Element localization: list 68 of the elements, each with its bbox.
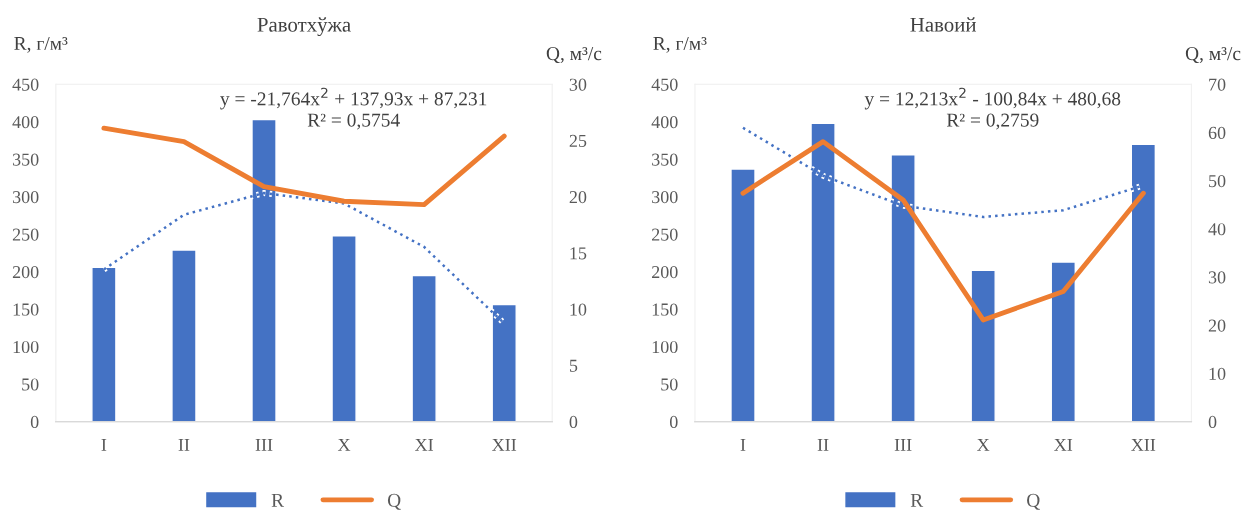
x-tick-label: III — [894, 438, 912, 451]
x-tick-label: XI — [1054, 438, 1073, 451]
y-axis-title: R, г/м³ — [14, 37, 68, 53]
y-tick-label: 50 — [661, 378, 678, 391]
annotation: R² = 0,5754 — [307, 113, 400, 130]
y2-tick-label: 60 — [1208, 126, 1226, 139]
y-tick-label: 450 — [12, 78, 39, 91]
y-tick-label: 0 — [669, 415, 678, 429]
legend-label: Q — [1027, 493, 1040, 510]
x-tick-label: XII — [492, 438, 517, 451]
y-tick-label: 350 — [652, 153, 678, 166]
y-axis-title: R, г/м³ — [653, 37, 707, 53]
y-tick-label: 150 — [13, 303, 39, 316]
bar — [730, 168, 756, 422]
y2-tick-label: 30 — [569, 78, 587, 91]
y2-tick-label: 10 — [570, 303, 587, 316]
bar — [331, 235, 357, 422]
y-tick-label: 100 — [13, 340, 39, 354]
legend-label: R — [271, 493, 285, 507]
y2-tick-label: 20 — [569, 191, 587, 204]
annotation: y = 12,213x$^{2}$ - 100,84x + 480,68 — [864, 87, 1121, 110]
chart-title: Равотхўжа — [257, 17, 351, 37]
y2-tick-label: 5 — [569, 359, 578, 372]
y-tick-label: 300 — [652, 191, 678, 204]
y-tick-label: 100 — [652, 340, 678, 354]
x-tick-label: XII — [1131, 438, 1156, 451]
bar — [171, 249, 197, 422]
x-tick-label: II — [817, 438, 829, 451]
y-tick-label: 200 — [652, 265, 678, 279]
line-series — [740, 139, 1146, 323]
y2-tick-label: 15 — [570, 247, 587, 260]
y2-tick-label: 0 — [1208, 415, 1217, 429]
x-tick-label: XI — [415, 438, 434, 451]
bar — [411, 274, 437, 422]
annotation: R² = 0,2759 — [946, 113, 1039, 130]
y-tick-label: 450 — [651, 78, 678, 91]
y2-tick-label: 30 — [1208, 271, 1226, 284]
y-tick-label: 0 — [30, 415, 39, 429]
y-tick-label: 200 — [12, 265, 39, 279]
y-tick-label: 400 — [12, 116, 39, 129]
x-tick-label: X — [977, 438, 990, 451]
y-tick-label: 250 — [652, 228, 678, 241]
y2-tick-label: 70 — [1209, 78, 1226, 91]
y2-tick-label: 25 — [569, 134, 587, 147]
x-tick-label: II — [178, 438, 190, 451]
annotation: y = -21,764x$^{2}$ + 137,93x + 87,231 — [220, 87, 487, 110]
y-tick-label: 400 — [651, 116, 678, 129]
x-tick-label: III — [255, 438, 273, 451]
y2-tick-label: 10 — [1209, 367, 1226, 380]
x-tick-label: I — [101, 438, 107, 451]
y-tick-label: 300 — [12, 191, 39, 204]
y2-tick-label: 0 — [569, 415, 578, 429]
bar — [970, 269, 996, 422]
legend-label: Q — [387, 493, 401, 510]
y-tick-label: 150 — [652, 303, 678, 316]
y2-axis-title: Q, м³/с — [546, 47, 602, 64]
y2-tick-label: 50 — [1209, 174, 1226, 188]
y-tick-label: 250 — [12, 228, 39, 241]
legend-label: R — [910, 493, 924, 507]
x-tick-label: X — [337, 438, 351, 451]
y2-axis-title: Q, м³/с — [1185, 47, 1241, 64]
x-tick-label: I — [740, 438, 746, 451]
chart-title: Навоий — [910, 17, 977, 32]
bar — [1050, 261, 1076, 422]
y2-tick-label: 40 — [1208, 223, 1226, 236]
y-tick-label: 50 — [22, 378, 39, 391]
y-tick-label: 350 — [12, 153, 39, 166]
y2-tick-label: 20 — [1208, 319, 1226, 332]
